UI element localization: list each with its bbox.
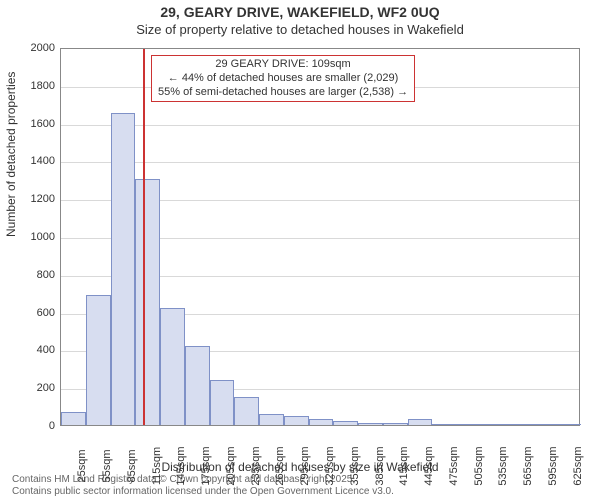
histogram-bar (111, 113, 136, 425)
gridline (61, 162, 579, 163)
histogram-bar (234, 397, 259, 425)
x-tick-label: 265sqm (274, 446, 286, 485)
annot-line2: ← 44% of detached houses are smaller (2,… (158, 72, 408, 86)
histogram-bar (309, 419, 334, 425)
histogram-bar (86, 295, 111, 425)
property-marker-line (143, 49, 145, 425)
y-tick-label: 0 (15, 420, 55, 432)
histogram-bar (259, 414, 284, 425)
histogram-bar (210, 380, 235, 425)
x-tick-label: 385sqm (374, 446, 386, 485)
y-tick-label: 1600 (15, 118, 55, 130)
y-tick-label: 200 (15, 382, 55, 394)
histogram-bar (333, 421, 358, 425)
x-tick-label: 25sqm (76, 449, 88, 482)
y-axis-label: Number of detached properties (4, 72, 18, 237)
y-tick-label: 1800 (15, 80, 55, 92)
histogram-bar (383, 423, 408, 425)
histogram-bar (457, 424, 482, 425)
histogram-bar (556, 424, 581, 425)
chart-title-line2: Size of property relative to detached ho… (0, 20, 600, 37)
x-tick-label: 115sqm (151, 447, 163, 485)
x-tick-label: 355sqm (349, 446, 361, 485)
y-tick-label: 2000 (15, 42, 55, 54)
x-tick-label: 55sqm (101, 449, 113, 482)
y-tick-label: 800 (15, 269, 55, 281)
histogram-bar (61, 412, 86, 425)
x-tick-label: 175sqm (200, 446, 212, 485)
histogram-bar (482, 424, 507, 425)
histogram-bar (408, 419, 433, 425)
histogram-bar (185, 346, 210, 425)
histogram-bar (507, 424, 532, 425)
x-tick-label: 535sqm (497, 446, 509, 485)
annot-line3: 55% of semi-detached houses are larger (… (158, 86, 408, 100)
plot-area: 29 GEARY DRIVE: 109sqm← 44% of detached … (60, 48, 580, 426)
y-tick-label: 600 (15, 307, 55, 319)
histogram-bar (284, 416, 309, 425)
annot-line1: 29 GEARY DRIVE: 109sqm (158, 58, 408, 72)
histogram-bar (160, 308, 185, 425)
histogram-bar (358, 423, 383, 425)
x-tick-label: 415sqm (398, 446, 410, 485)
annotation-box: 29 GEARY DRIVE: 109sqm← 44% of detached … (151, 55, 415, 102)
x-tick-label: 505sqm (473, 446, 485, 485)
x-tick-label: 145sqm (175, 446, 187, 485)
y-tick-label: 1000 (15, 231, 55, 243)
x-tick-label: 235sqm (250, 446, 262, 485)
x-tick-label: 445sqm (423, 446, 435, 485)
histogram-bar (135, 179, 160, 425)
x-tick-label: 205sqm (225, 446, 237, 485)
x-tick-label: 565sqm (522, 446, 534, 485)
footer-line2: Contains public sector information licen… (12, 486, 394, 498)
y-tick-label: 1200 (15, 193, 55, 205)
x-tick-label: 595sqm (547, 446, 559, 485)
chart-title-line1: 29, GEARY DRIVE, WAKEFIELD, WF2 0UQ (0, 0, 600, 20)
x-tick-label: 475sqm (448, 446, 460, 485)
x-tick-label: 295sqm (299, 446, 311, 485)
x-tick-label: 625sqm (572, 446, 584, 485)
gridline (61, 125, 579, 126)
x-tick-label: 325sqm (324, 446, 336, 485)
y-tick-label: 1400 (15, 155, 55, 167)
y-tick-label: 400 (15, 344, 55, 356)
x-tick-label: 85sqm (126, 449, 138, 482)
histogram-bar (531, 424, 556, 425)
histogram-bar (432, 424, 457, 425)
